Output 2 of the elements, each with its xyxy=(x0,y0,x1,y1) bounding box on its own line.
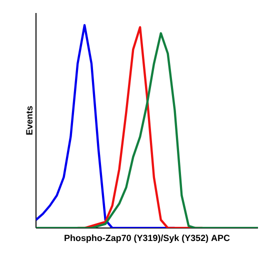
y-axis-title: Events xyxy=(26,106,32,135)
x-axis-title: Phospho-Zap70 (Y319)/Syk (Y352) APC xyxy=(64,234,230,243)
